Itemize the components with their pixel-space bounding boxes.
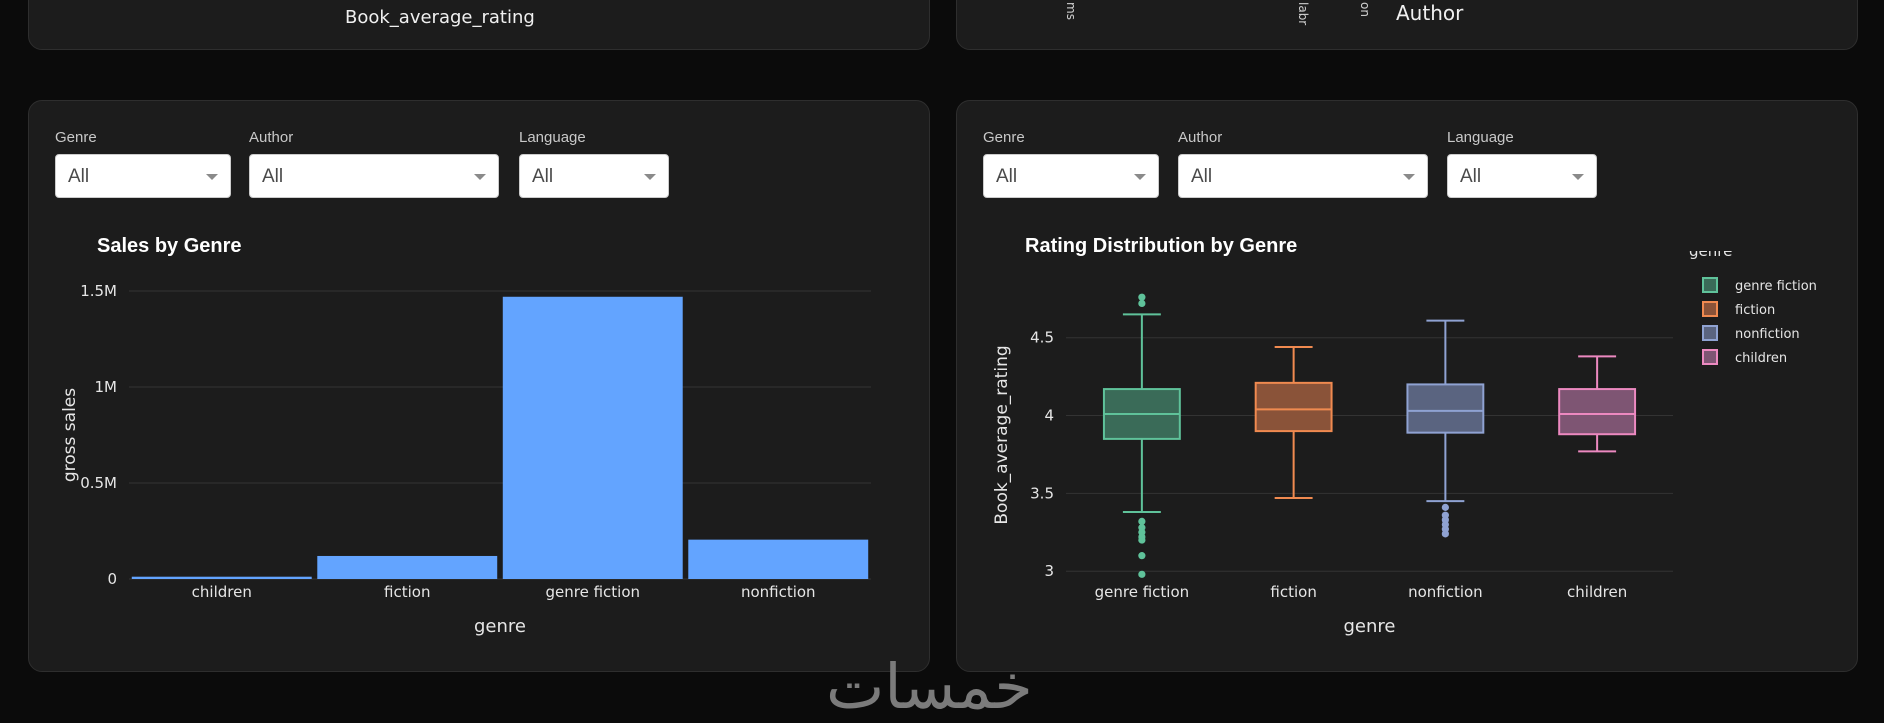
rating-card: Genre All Author All Language All Rating… [956, 100, 1858, 672]
chevron-down-icon [474, 174, 486, 180]
outlier-point [1441, 530, 1449, 538]
y-tick-label: 1M [95, 378, 118, 396]
y-tick-label: 0 [107, 570, 117, 588]
y-tick-label: 0.5M [80, 474, 117, 492]
outlier-point [1441, 503, 1449, 511]
genre-filter-dropdown[interactable]: All [55, 154, 231, 198]
box-children [1558, 388, 1637, 436]
x-tick-label: nonfiction [741, 583, 816, 601]
genre-filter-dropdown[interactable]: All [983, 154, 1159, 198]
bar-children [131, 576, 312, 579]
legend-label: fiction [1735, 303, 1775, 318]
legend-title: genre [1689, 251, 1732, 260]
outlier-point [1138, 552, 1146, 560]
author-filter-label: Author [1178, 129, 1223, 146]
genre-filter-label: Genre [983, 129, 1025, 146]
y-tick-label: 3 [1044, 562, 1054, 580]
top-right-card: ms labr on Author [956, 0, 1858, 50]
top-right-axis-label: Author [1396, 1, 1464, 25]
author-filter-value: All [262, 166, 284, 187]
sales-chart-title: Sales by Genre [97, 235, 242, 257]
y-axis-label: gross sales [60, 388, 80, 482]
x-tick-label: fiction [384, 583, 430, 601]
chevron-down-icon [1572, 174, 1584, 180]
rating-chart-title: Rating Distribution by Genre [1025, 235, 1298, 257]
top-right-rotated-label-3: on [1358, 2, 1372, 17]
legend-label: genre fiction [1735, 279, 1817, 294]
legend-label: children [1735, 351, 1787, 366]
rating-box-chart: 3 3.5 4 4.5 genre fiction fiction nonfiction ch… [992, 251, 1817, 637]
x-tick-label: children [192, 583, 252, 601]
genre-filter-label: Genre [55, 129, 97, 146]
genre-filter-value: All [68, 166, 90, 187]
author-filter-dropdown[interactable]: All [249, 154, 499, 198]
chevron-down-icon [644, 174, 656, 180]
top-right-rotated-label-1: ms [1064, 2, 1078, 20]
language-filter-dropdown[interactable]: All [1447, 154, 1597, 198]
box-fiction [1254, 381, 1333, 433]
x-tick-label: fiction [1270, 583, 1316, 601]
x-axis-label: genre [474, 616, 526, 637]
top-right-rotated-label-2: labr [1296, 2, 1310, 26]
sales-bar-chart: 0 0.5M 1M 1.5M children fiction genre fiction n… [60, 282, 871, 637]
author-filter-value: All [1191, 166, 1213, 187]
bar-fiction [317, 555, 498, 579]
language-filter-value: All [532, 166, 554, 187]
y-tick-label: 4 [1044, 407, 1054, 425]
y-tick-label: 1.5M [80, 282, 117, 300]
y-tick-label: 3.5 [1030, 484, 1054, 502]
outlier-point [1138, 517, 1146, 525]
bar-genre-fiction [502, 296, 683, 579]
box-nonfiction [1406, 383, 1485, 434]
y-tick-label: 4.5 [1030, 329, 1054, 347]
y-axis-label: Book_average_rating [992, 345, 1012, 524]
legend-swatch-children [1702, 349, 1718, 365]
genre-filter-value: All [996, 166, 1018, 187]
x-tick-label: children [1567, 583, 1627, 601]
legend-swatch-fiction [1702, 301, 1718, 317]
x-axis-label: genre [1344, 616, 1396, 637]
chevron-down-icon [1134, 174, 1146, 180]
top-left-axis-label: Book_average_rating [345, 7, 535, 28]
legend-label: nonfiction [1735, 327, 1800, 342]
top-left-card: Book_average_rating [28, 0, 930, 50]
watermark-logo: خمسات [826, 650, 1033, 723]
x-tick-label: genre fiction [545, 583, 640, 601]
outlier-point [1138, 299, 1146, 308]
legend-swatch-nonfiction [1702, 325, 1718, 341]
legend-swatch-genre-fiction [1702, 277, 1718, 293]
language-filter-value: All [1460, 166, 1482, 187]
chevron-down-icon [1403, 174, 1415, 180]
outlier-point [1138, 536, 1146, 544]
outlier-point [1138, 570, 1146, 578]
outlier-point [1138, 293, 1146, 301]
author-filter-label: Author [249, 129, 294, 146]
sales-card: Genre All Author All Language All Sales … [28, 100, 930, 672]
chevron-down-icon [206, 174, 218, 180]
x-tick-label: genre fiction [1095, 583, 1190, 601]
language-filter-dropdown[interactable]: All [519, 154, 669, 198]
bar-nonfiction [688, 539, 869, 579]
language-filter-label: Language [1447, 129, 1514, 146]
x-tick-label: nonfiction [1408, 583, 1483, 601]
language-filter-label: Language [519, 129, 586, 146]
author-filter-dropdown[interactable]: All [1178, 154, 1428, 198]
